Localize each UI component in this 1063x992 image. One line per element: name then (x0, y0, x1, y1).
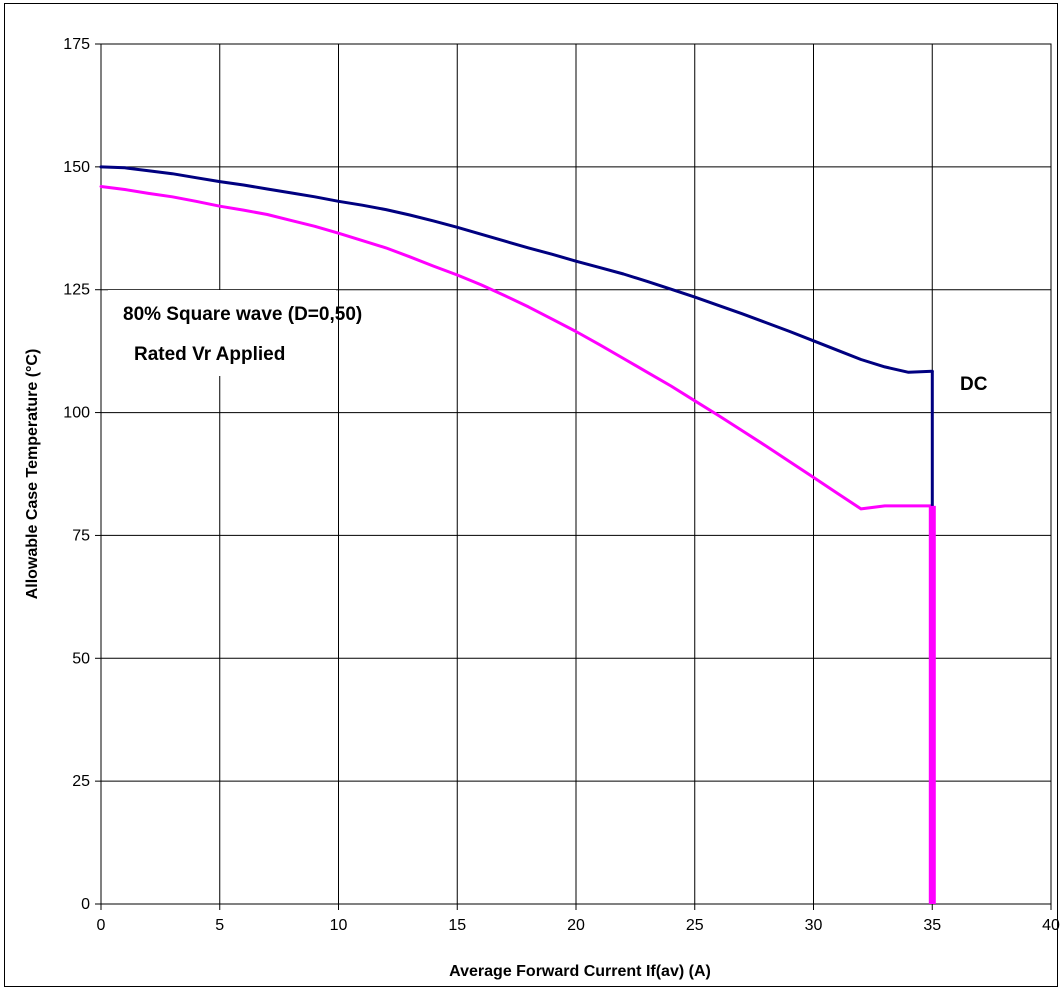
annotation-box (108, 290, 336, 376)
y-tick-label: 125 (63, 282, 90, 299)
annotation-square-wave: 80% Square wave (D=0,50) (123, 304, 362, 325)
x-tick-label: 35 (923, 917, 941, 934)
y-tick-label: 175 (63, 36, 90, 53)
x-tick-label: 30 (805, 917, 823, 934)
y-tick-label: 50 (72, 650, 90, 667)
y-tick-label: 0 (81, 896, 90, 913)
annotation-rated-vr: Rated Vr Applied (134, 344, 285, 365)
grid (100, 43, 1052, 905)
x-tick-label: 0 (97, 917, 106, 934)
y-tick-label: 75 (72, 527, 90, 544)
series-line-0 (99, 165, 934, 374)
x-axis-title: Average Forward Current If(av) (A) (449, 963, 711, 980)
x-tick-label: 20 (567, 917, 585, 934)
series-line-1 (99, 185, 934, 511)
x-tick-label: 5 (215, 917, 224, 934)
x-tick-label: 15 (448, 917, 466, 934)
x-axis: 0 5 10 15 20 25 30 35 40 (97, 904, 1060, 934)
y-axis: 0 25 50 75 100 125 150 175 (63, 36, 101, 913)
x-tick-label: 40 (1042, 917, 1060, 934)
y-tick-label: 100 (63, 405, 90, 422)
x-tick-label: 25 (686, 917, 704, 934)
y-axis-title: Allowable Case Temperature (°C) (24, 349, 41, 600)
y-tick-label: 150 (63, 159, 90, 176)
y-tick-label: 25 (72, 773, 90, 790)
x-tick-label: 10 (330, 917, 348, 934)
series-group (99, 165, 936, 904)
annotation-dc: DC (960, 374, 988, 395)
